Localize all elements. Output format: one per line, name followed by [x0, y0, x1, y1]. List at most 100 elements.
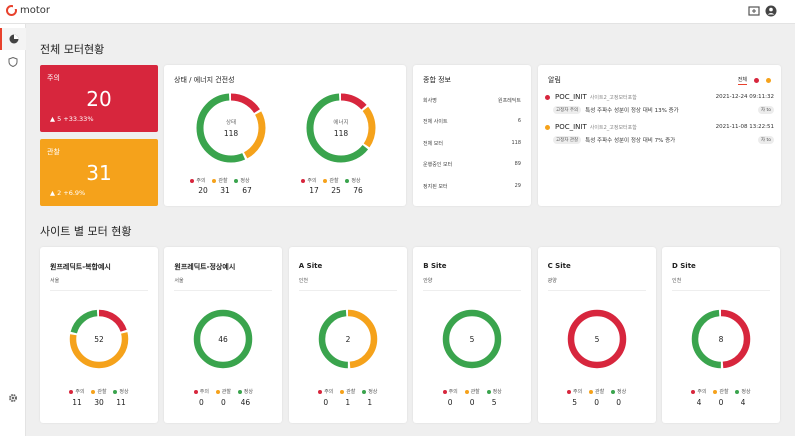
alert-detail-button[interactable]: 자 to [757, 106, 774, 114]
site-legend: 주의 관찰 정상 [564, 388, 630, 395]
alerts-card: 알림 전체 POC_INIT 사이트2_고정모터포함 2021-12-24 09… [538, 65, 781, 206]
state-donut-chart: 상태 118 [196, 93, 266, 163]
shield-icon [8, 57, 18, 67]
pie-chart-icon [9, 34, 19, 44]
site-location: 광양 [547, 278, 557, 284]
donut-segment [194, 309, 253, 369]
info-row: 전체 모터 118 [423, 140, 521, 147]
health-card: 상태 / 에너지 건전성 상태 118 에너지 118 주의 관찰 정상 20 31… [164, 65, 406, 206]
kpi-delta: ▲ 2 +6.9% [50, 189, 86, 197]
donut-segment [196, 93, 266, 163]
site-location: 서울 [174, 278, 184, 284]
donut-center-value: 8 [719, 335, 724, 344]
site-legend-values: 0 1 1 [323, 398, 373, 407]
donut-center-value: 2 [345, 335, 350, 344]
divider [672, 290, 770, 291]
site-name: B Site [423, 262, 447, 270]
site-card[interactable]: 원프레딕트-정상예시 서울 46 주의 관찰 정상 0 0 46 [164, 247, 283, 423]
user-icon[interactable] [765, 5, 777, 17]
site-legend: 주의 관찰 정상 [315, 388, 381, 395]
site-legend: 주의 관찰 정상 [688, 388, 754, 395]
donut-segment [691, 309, 751, 369]
site-location: 인천 [298, 278, 308, 284]
donut-center-label: 상태 [226, 118, 236, 126]
donut-segment [318, 309, 378, 369]
donut-center-value: 118 [334, 129, 349, 138]
sidebar-item-security[interactable] [0, 51, 26, 73]
divider [298, 290, 397, 291]
donut-center-value: 118 [224, 129, 239, 138]
site-donut-chart: 52 [69, 309, 129, 369]
divider [174, 290, 273, 291]
alert-detail-button[interactable]: 자 to [757, 136, 774, 144]
tab-all[interactable]: 전체 [737, 77, 747, 85]
alert-item[interactable]: POC_INIT 사이트2_고정모터포함 2021-12-24 09:11:32… [545, 93, 774, 114]
energy-legend: 주의 관찰 정상 [298, 177, 364, 184]
donut-center-value: 52 [94, 335, 104, 344]
caution-dot-icon [545, 94, 550, 100]
site-card[interactable]: C Site 광양 5 주의 관찰 정상 5 0 0 [537, 247, 656, 423]
site-donut-chart: 46 [194, 309, 253, 369]
summary-info-card: 종합 정보 회사명 원프레딕트 전체 사이트 6 전체 모터 118 운행중인 모터 8… [413, 65, 531, 206]
filter-watch-icon[interactable] [766, 78, 771, 83]
kpi-value: 20 [86, 87, 112, 111]
top-bar: motor [0, 0, 795, 24]
info-row: 회사명 원프레딕트 [423, 98, 521, 104]
site-legend: 주의 관찰 정상 [439, 388, 505, 395]
site-card[interactable]: A Site 인천 2 주의 관찰 정상 0 1 1 [288, 247, 407, 423]
donut-center-value: 5 [594, 335, 599, 344]
site-legend-values: 11 30 11 [72, 398, 126, 407]
info-row: 운행중인 모터 89 [423, 161, 521, 168]
app-logo[interactable]: motor [6, 5, 50, 16]
site-legend: 주의 관찰 정상 [66, 388, 132, 395]
sidebar-item-dashboard[interactable] [0, 28, 26, 50]
site-legend-values: 0 0 46 [199, 398, 251, 407]
donut-segment [306, 93, 376, 163]
donut-segment [306, 93, 376, 163]
site-location: 인천 [672, 278, 682, 284]
site-card[interactable]: D Site 인천 8 주의 관찰 정상 4 0 4 [662, 247, 780, 423]
donut-segment [318, 309, 378, 369]
gear-icon [9, 394, 17, 402]
app-name: motor [20, 5, 51, 16]
donut-segment [567, 309, 626, 369]
site-name: 원프레딕트-복합예시 [50, 263, 111, 271]
filter-caution-icon[interactable] [754, 78, 759, 83]
donut-segment [69, 309, 129, 369]
site-card[interactable]: 원프레딕트-복합예시 서울 52 주의 관찰 정상 11 30 11 [40, 247, 158, 423]
donut-segment [306, 93, 376, 163]
site-legend: 주의 관찰 정상 [190, 388, 256, 395]
kpi-label: 관찰 [47, 148, 60, 156]
donut-center-value: 5 [470, 335, 475, 344]
info-row: 전체 사이트 6 [423, 118, 521, 125]
overview-title: 전체 모터현황 [40, 43, 105, 56]
watch-dot-icon [545, 124, 550, 130]
site-donut-chart: 5 [442, 309, 502, 369]
info-title: 종합 정보 [423, 76, 451, 84]
donut-segment [442, 309, 502, 369]
kpi-label: 주의 [47, 74, 60, 82]
alert-filter-tabs: 전체 [737, 76, 771, 85]
donut-center-label: 에너지 [333, 118, 348, 126]
site-legend-values: 0 0 5 [447, 398, 497, 407]
kpi-value: 31 [86, 161, 112, 185]
site-donut-chart: 5 [567, 309, 626, 369]
fullscreen-icon[interactable] [748, 5, 760, 17]
kpi-watch-card[interactable]: 관찰 31 ▲ 2 +6.9% [40, 139, 158, 206]
site-legend-values: 4 0 4 [696, 398, 746, 407]
sidebar-item-settings[interactable] [0, 387, 26, 409]
energy-legend-values: 17 25 76 [309, 186, 363, 195]
site-legend-values: 5 0 0 [572, 398, 621, 407]
site-donut-chart: 8 [691, 309, 751, 369]
kpi-caution-card[interactable]: 주의 20 ▲ 5 +33.33% [40, 65, 158, 132]
site-card[interactable]: B Site 안양 5 주의 관찰 정상 0 0 5 [413, 247, 532, 423]
donut-center-value: 46 [219, 335, 229, 344]
site-location: 서울 [50, 278, 60, 284]
kpi-delta: ▲ 5 +33.33% [50, 115, 94, 123]
energy-donut-chart: 에너지 118 [306, 93, 376, 163]
alert-item[interactable]: POC_INIT 사이트2_고정모터포함 2021-11-08 13:22:51… [545, 123, 774, 144]
sidebar [0, 24, 26, 436]
site-section-title: 사이트 별 모터 현황 [40, 225, 132, 238]
divider [50, 290, 148, 291]
donut-segment [196, 93, 266, 163]
